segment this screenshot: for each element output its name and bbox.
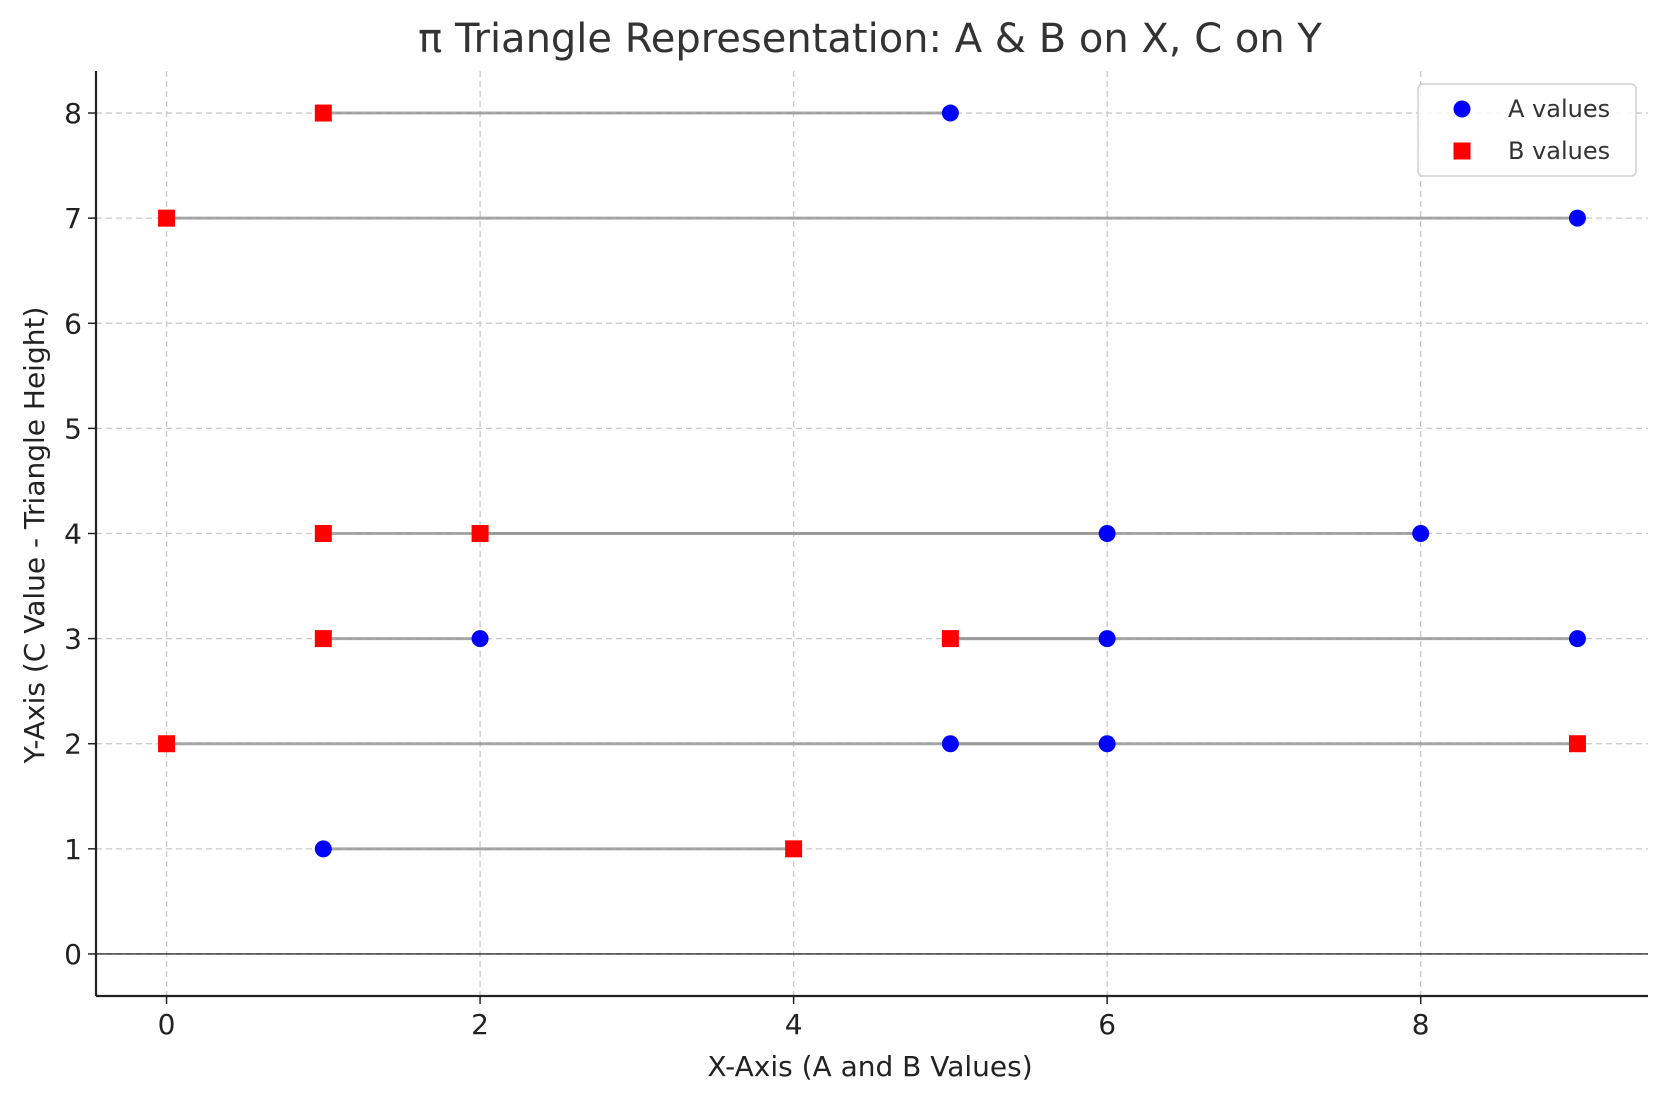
x-tick-label: 0	[158, 1008, 176, 1041]
point-b-value	[941, 630, 959, 648]
x-tick-label: 4	[785, 1008, 803, 1041]
point-a-value	[1568, 209, 1586, 227]
point-a-value	[1568, 630, 1586, 648]
x-tick-label: 6	[1098, 1008, 1116, 1041]
point-a-value	[1098, 525, 1116, 542]
y-tick-label: 0	[64, 938, 82, 971]
point-b-value	[158, 735, 176, 753]
point-b-value	[158, 209, 176, 227]
point-b-value	[785, 840, 803, 858]
y-tick-label: 7	[64, 202, 82, 235]
point-a-value	[941, 735, 959, 753]
connector-lines	[166, 111, 1578, 851]
y-axis-label: Y-Axis (C Value - Triangle Height)	[18, 307, 51, 765]
point-a-value	[1412, 525, 1430, 542]
legend-label: B values	[1508, 137, 1610, 165]
legend-label: A values	[1508, 95, 1610, 123]
point-a-value	[314, 840, 332, 858]
data-points	[158, 104, 1586, 858]
y-tick-label: 8	[64, 97, 82, 130]
y-tick-label: 5	[64, 412, 82, 445]
point-a-value	[471, 630, 489, 648]
x-axis-label: X-Axis (A and B Values)	[707, 1050, 1032, 1083]
point-b-value	[314, 630, 332, 648]
point-b-value	[471, 525, 489, 542]
axes	[88, 71, 1648, 1004]
legend-marker-circle	[1453, 100, 1471, 118]
y-tick-label: 3	[64, 623, 82, 656]
chart-title: π Triangle Representation: A & B on X, C…	[418, 16, 1322, 62]
y-tick-label: 4	[64, 518, 82, 551]
x-tick-label: 8	[1412, 1008, 1430, 1041]
point-b-value	[314, 104, 332, 122]
y-tick-label: 1	[64, 833, 82, 866]
legend-marker-square	[1453, 142, 1471, 160]
y-tick-label: 2	[64, 728, 82, 761]
legend: A values B values	[1417, 83, 1637, 177]
point-a-value	[941, 104, 959, 122]
point-b-value	[314, 525, 332, 542]
legend-box	[1417, 83, 1637, 177]
x-tick-label: 2	[471, 1008, 489, 1041]
tick-labels: 0 2 4 6 8 0 1 2 3 4 5 6 7 8	[64, 97, 1429, 1041]
point-a-value	[1098, 735, 1116, 753]
point-a-value	[1098, 630, 1116, 648]
y-tick-label: 6	[64, 307, 82, 340]
point-b-value	[1568, 735, 1586, 753]
